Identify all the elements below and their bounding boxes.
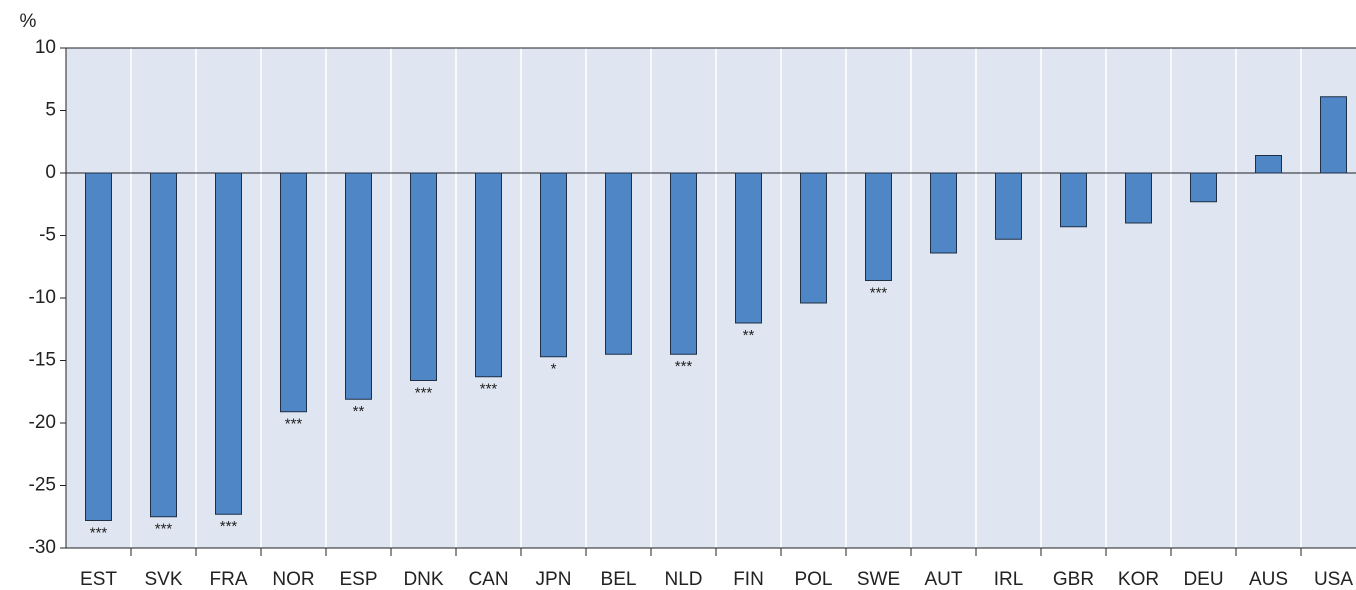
x-tick-label: POL — [794, 569, 832, 590]
bar — [410, 172, 437, 381]
bar — [800, 172, 827, 304]
significance-label: *** — [415, 384, 433, 401]
significance-label: ** — [743, 327, 755, 344]
bar — [280, 172, 307, 413]
plot-area — [66, 48, 1356, 548]
bar — [215, 172, 242, 515]
significance-label: *** — [480, 381, 498, 398]
bar — [605, 172, 632, 355]
y-tick-label: 5 — [45, 100, 56, 121]
x-tick-label: AUT — [925, 569, 963, 590]
bar — [540, 172, 567, 358]
significance-label: *** — [285, 416, 303, 433]
bar — [1125, 172, 1152, 224]
y-tick-label: -15 — [29, 350, 56, 371]
y-tick-label: 10 — [35, 37, 56, 58]
x-tick-label: CAN — [468, 569, 508, 590]
significance-label: ** — [353, 403, 365, 420]
x-tick-label: DEU — [1183, 569, 1223, 590]
bar — [345, 172, 372, 400]
x-tick-label: NLD — [664, 569, 702, 590]
y-tick-label: -30 — [29, 537, 56, 558]
y-tick-label: -5 — [39, 225, 56, 246]
x-tick-label: SWE — [857, 569, 900, 590]
x-tick-label: IRL — [994, 569, 1024, 590]
significance-label: *** — [155, 521, 173, 538]
x-tick-label: KOR — [1118, 569, 1159, 590]
bar — [1255, 155, 1282, 174]
significance-label: *** — [870, 284, 888, 301]
x-tick-label: JPN — [536, 569, 572, 590]
y-tick-label: -20 — [29, 412, 56, 433]
y-tick-label: -10 — [29, 287, 56, 308]
x-tick-label: FIN — [733, 569, 764, 590]
bar — [85, 172, 112, 521]
bar — [1060, 172, 1087, 228]
bar — [735, 172, 762, 324]
significance-label: * — [551, 361, 557, 378]
x-tick-label: BEL — [601, 569, 637, 590]
bar — [1320, 96, 1347, 174]
x-tick-label: USA — [1314, 569, 1353, 590]
x-tick-label: FRA — [210, 569, 248, 590]
bar — [150, 172, 177, 518]
x-tick-label: NOR — [272, 569, 314, 590]
bar — [475, 172, 502, 378]
x-tick-label: AUS — [1249, 569, 1288, 590]
bar — [670, 172, 697, 355]
bar — [995, 172, 1022, 240]
x-tick-label: ESP — [339, 569, 377, 590]
x-tick-label: DNK — [403, 569, 443, 590]
x-tick-label: SVK — [144, 569, 182, 590]
x-tick-label: GBR — [1053, 569, 1094, 590]
significance-label: *** — [90, 524, 108, 541]
bar — [930, 172, 957, 254]
y-axis-label: % — [20, 11, 37, 32]
y-tick-label: -25 — [29, 475, 56, 496]
y-tick-label: 0 — [45, 162, 56, 183]
significance-label: *** — [220, 518, 238, 535]
significance-label: *** — [675, 358, 693, 375]
bar — [1190, 172, 1217, 203]
x-tick-label: EST — [80, 569, 117, 590]
bar — [865, 172, 892, 281]
